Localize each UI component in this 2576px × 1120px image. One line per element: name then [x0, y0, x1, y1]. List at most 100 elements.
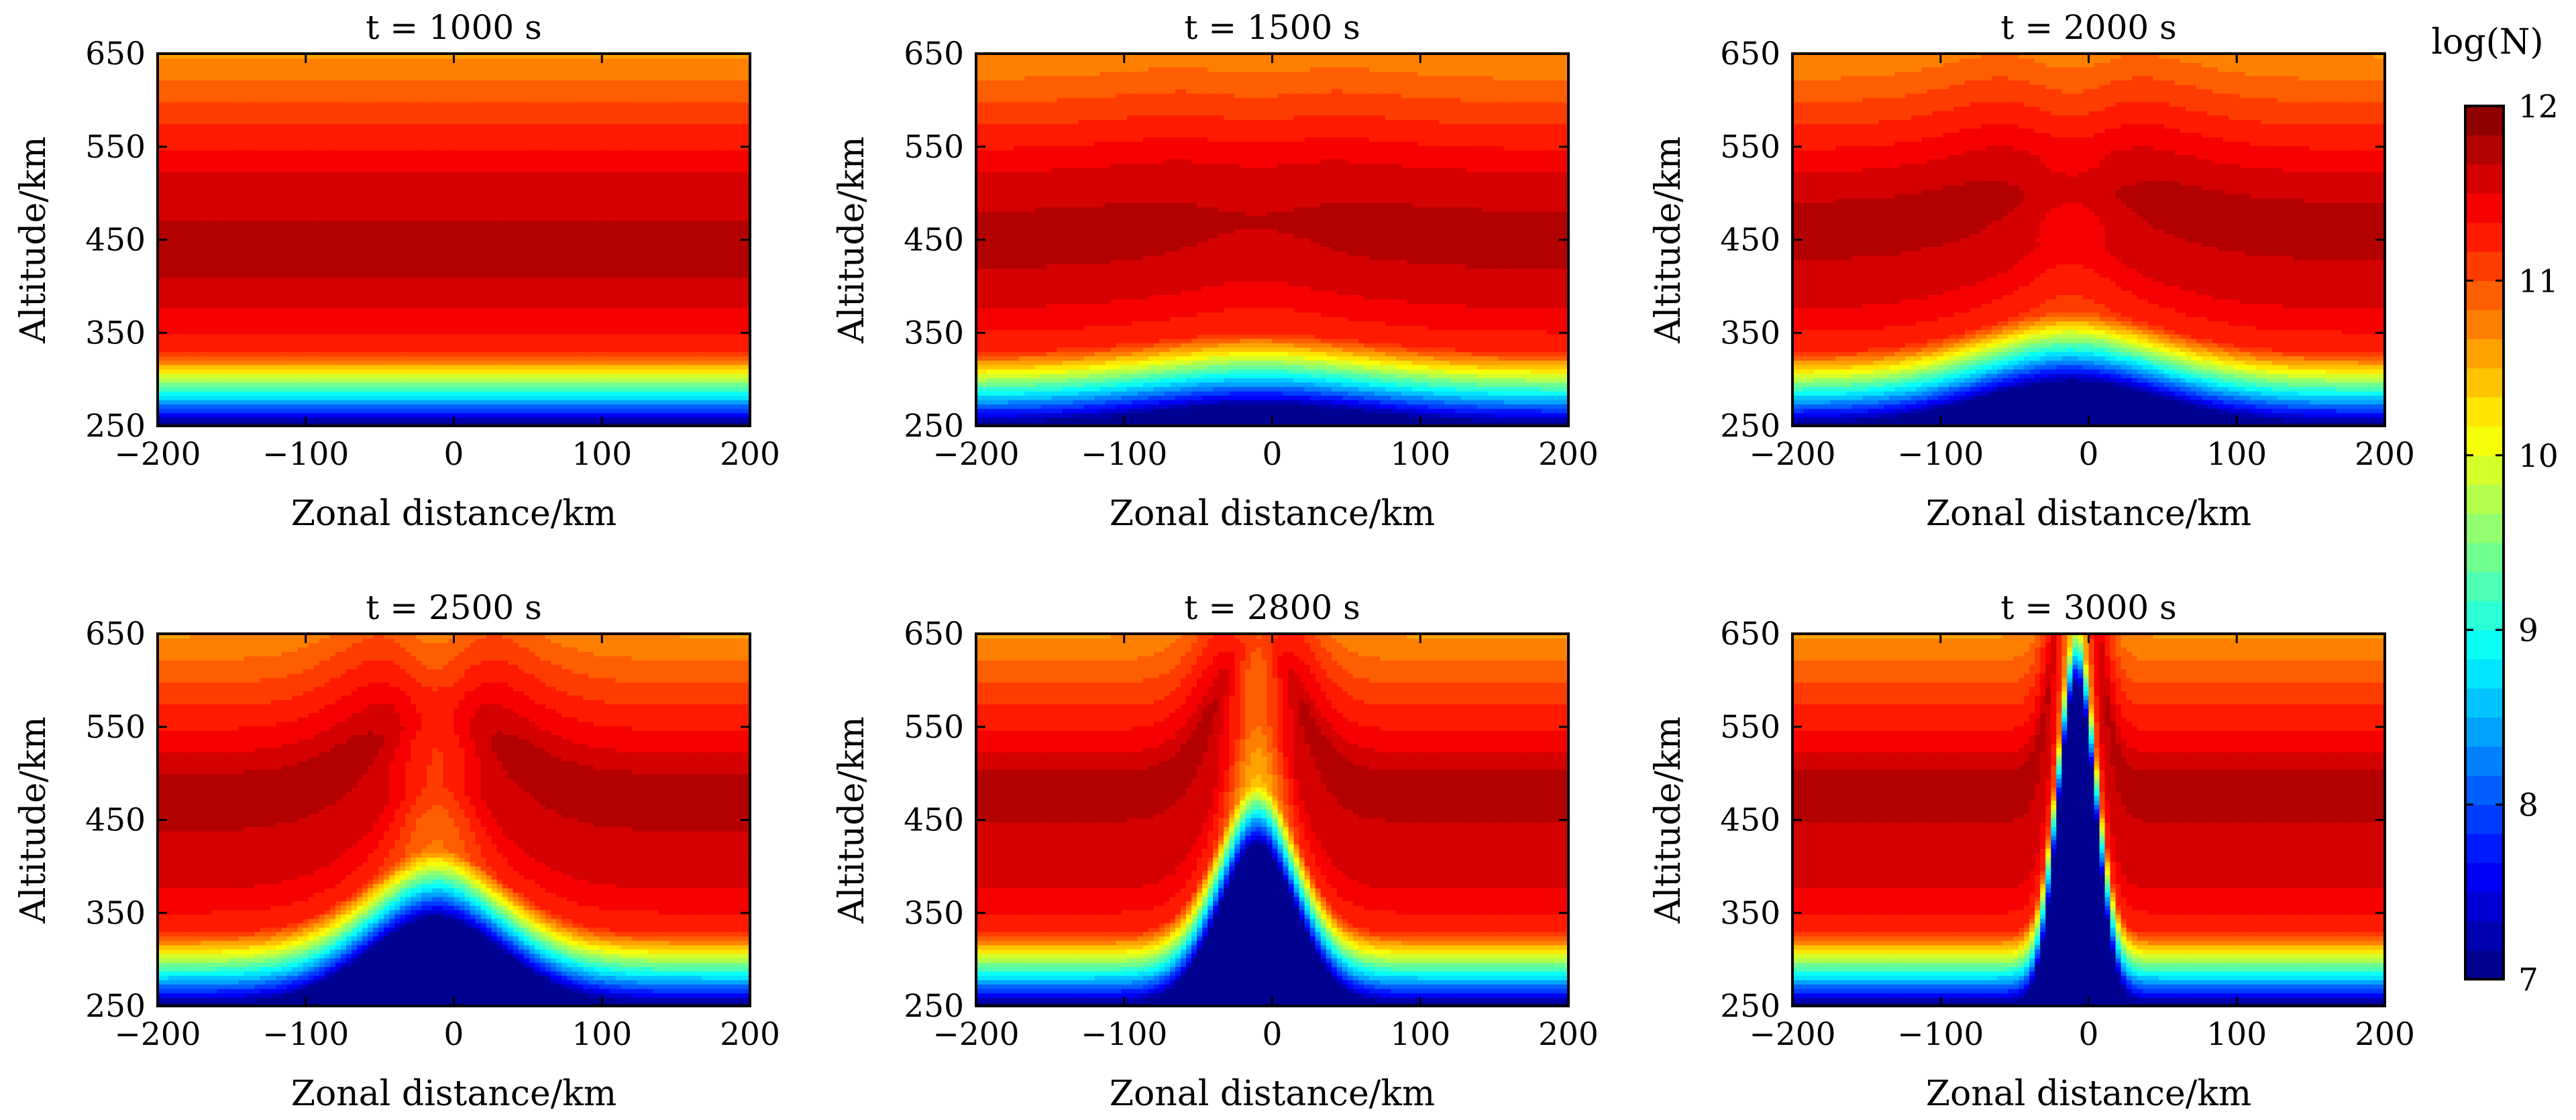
- heatmap-cell: [211, 246, 217, 251]
- heatmap-cell: [222, 176, 228, 181]
- heatmap-cell: [244, 351, 250, 356]
- heatmap-cell: [163, 334, 169, 339]
- heatmap-cell: [179, 325, 185, 330]
- heatmap-cell: [211, 172, 217, 176]
- heatmap-cell: [190, 286, 196, 290]
- heatmap-cell: [184, 369, 191, 374]
- heatmap-cell: [233, 189, 239, 194]
- heatmap-cell: [190, 154, 196, 159]
- heatmap-cell: [168, 128, 174, 133]
- heatmap-cell: [195, 154, 201, 159]
- heatmap-cell: [260, 264, 266, 268]
- heatmap-cell: [174, 312, 180, 317]
- heatmap-cell: [222, 378, 228, 382]
- heatmap-cell: [168, 277, 174, 282]
- heatmap-cell: [227, 106, 233, 111]
- heatmap-cell: [195, 76, 201, 80]
- heatmap-cell: [211, 220, 217, 225]
- heatmap-cell: [227, 194, 233, 199]
- heatmap-cell: [254, 242, 260, 247]
- heatmap-cell: [217, 85, 223, 89]
- heatmap-cell: [179, 67, 185, 72]
- heatmap-cell: [222, 85, 228, 89]
- heatmap-cell: [244, 225, 250, 229]
- heatmap-cell: [254, 246, 260, 251]
- heatmap-cell: [174, 80, 180, 85]
- heatmap-cell: [211, 67, 217, 72]
- heatmap-cell: [174, 325, 180, 330]
- heatmap-cell: [266, 233, 272, 238]
- heatmap-cell: [163, 198, 169, 203]
- heatmap-cell: [195, 67, 201, 72]
- heatmap-cell: [174, 395, 180, 400]
- heatmap-cell: [217, 286, 223, 290]
- heatmap-cell: [190, 185, 196, 190]
- heatmap-cell: [195, 404, 201, 408]
- heatmap-cell: [244, 356, 250, 361]
- heatmap-cell: [163, 80, 169, 85]
- heatmap-cell: [174, 128, 180, 133]
- heatmap-cell: [195, 255, 201, 260]
- heatmap-cell: [260, 255, 266, 260]
- heatmap-cell: [266, 268, 272, 273]
- heatmap-cell: [201, 294, 207, 299]
- heatmap-cell: [217, 246, 223, 251]
- heatmap-cell: [222, 128, 228, 133]
- heatmap-cell: [238, 317, 244, 321]
- heatmap-cell: [179, 198, 185, 203]
- heatmap-cell: [190, 242, 196, 247]
- heatmap-cell: [206, 71, 212, 76]
- heatmap-cell: [168, 374, 174, 378]
- heatmap-cell: [211, 374, 217, 378]
- heatmap-cell: [254, 189, 260, 194]
- heatmap-cell: [249, 220, 255, 225]
- heatmap-cell: [168, 198, 174, 203]
- heatmap-cell: [217, 146, 223, 150]
- heatmap-cell: [206, 317, 212, 321]
- heatmap-cell: [211, 180, 217, 185]
- heatmap-cell: [190, 365, 196, 370]
- heatmap-cell: [201, 216, 207, 221]
- heatmap-cell: [233, 264, 239, 268]
- heatmap-cell: [163, 268, 169, 273]
- heatmap-cell: [195, 347, 201, 351]
- heatmap-cell: [227, 294, 233, 299]
- heatmap-cell: [174, 347, 180, 351]
- heatmap-cell: [211, 282, 217, 286]
- heatmap-cell: [201, 343, 207, 347]
- heatmap-cell: [222, 290, 228, 295]
- heatmap-cell: [190, 233, 196, 238]
- heatmap-cell: [174, 294, 180, 299]
- heatmap-cell: [168, 97, 174, 102]
- heatmap-cell: [222, 189, 228, 194]
- heatmap-cell: [163, 93, 169, 98]
- heatmap-cell: [227, 329, 233, 334]
- heatmap-cell: [195, 123, 201, 128]
- heatmap-cell: [206, 391, 212, 396]
- heatmap-cell: [249, 255, 255, 260]
- heatmap-cell: [254, 76, 260, 80]
- heatmap-cell: [227, 408, 233, 413]
- heatmap-cell: [206, 85, 212, 89]
- heatmap-cell: [260, 180, 266, 185]
- heatmap-cell: [238, 382, 244, 387]
- heatmap-cell: [238, 159, 244, 164]
- heatmap-cell: [163, 159, 169, 164]
- heatmap-cell: [201, 58, 207, 63]
- heatmap-cell: [266, 382, 272, 387]
- heatmap-cell: [195, 89, 201, 93]
- heatmap-cell: [249, 106, 255, 111]
- heatmap-cell: [249, 264, 255, 268]
- heatmap-cell: [168, 369, 174, 374]
- heatmap-cell: [184, 386, 191, 391]
- heatmap-cell: [168, 282, 174, 286]
- heatmap-cell: [184, 290, 191, 295]
- heatmap-cell: [179, 93, 185, 98]
- heatmap-cell: [222, 369, 228, 374]
- heatmap-cell: [217, 264, 223, 268]
- heatmap-cell: [163, 58, 169, 63]
- heatmap-cell: [254, 133, 260, 137]
- heatmap-cell: [201, 189, 207, 194]
- heatmap-cell: [238, 216, 244, 221]
- heatmap-cell: [260, 246, 266, 251]
